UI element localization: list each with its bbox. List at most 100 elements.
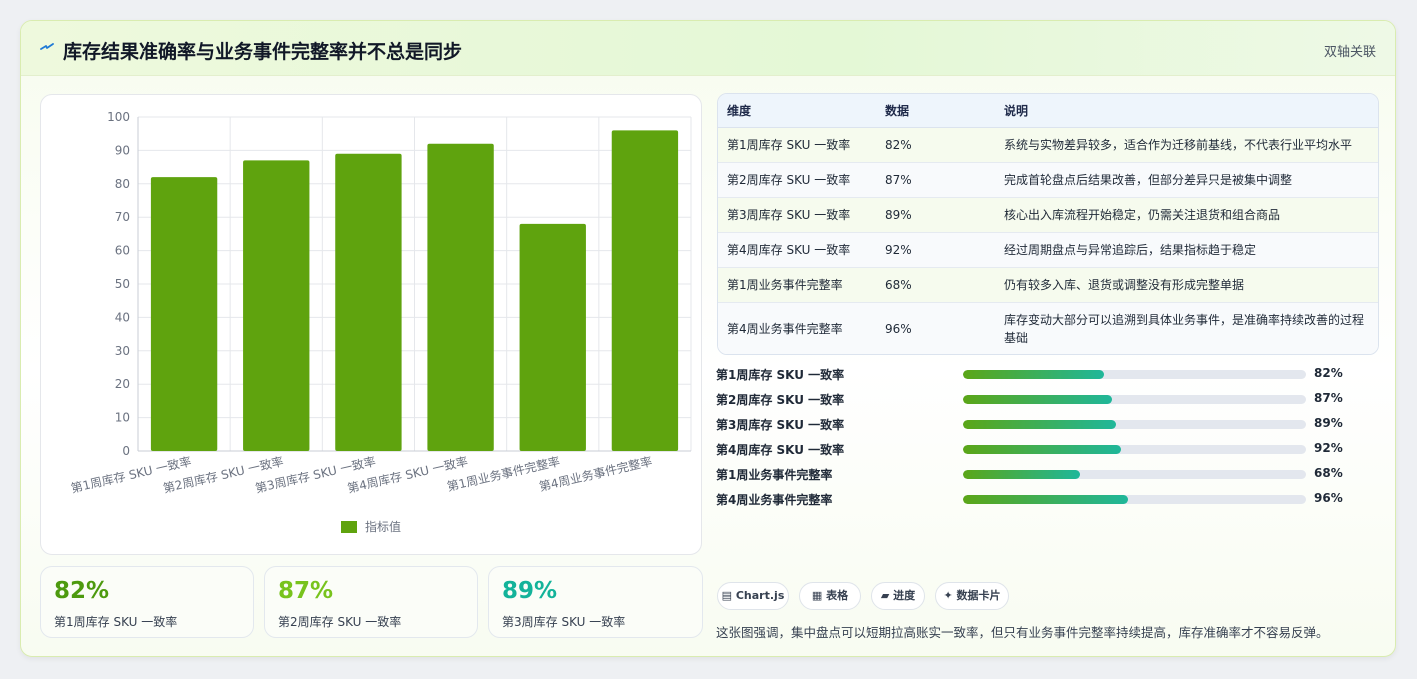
progress-value: 82% — [1314, 366, 1343, 380]
chip-progress[interactable]: ▰ 进度 — [871, 582, 925, 610]
stat-label: 第3周库存 SKU 一致率 — [502, 615, 626, 629]
dashboard-card: 库存结果准确率与业务事件完整率并不总是同步 双轴关联 0 10 20 30 40 50 60… — [20, 20, 1396, 657]
progress-track — [963, 470, 1306, 479]
y-tick-label: 60 — [115, 244, 130, 258]
table-cell: 第4周业务事件完整率 — [718, 302, 876, 354]
y-tick-label: 90 — [115, 143, 130, 157]
progress-row: 第4周业务事件完整率 96% — [716, 489, 1376, 509]
data-table: 维度 数据 说明 第1周库存 SKU 一致率 82% 系统与实物差异较多，适合作… — [718, 94, 1378, 354]
progress-row: 第3周库存 SKU 一致率 89% — [716, 414, 1376, 434]
chip-label: Chart.js — [735, 589, 785, 602]
table-cell: 92% — [876, 232, 995, 268]
progress-value: 92% — [1314, 441, 1343, 455]
progress-row: 第4周库存 SKU 一致率 92% — [716, 439, 1376, 459]
progress-fill — [963, 420, 1116, 429]
table-icon: ▦ — [811, 589, 823, 602]
table-cell: 核心出入库流程开始稳定，仍需关注退货和组合商品 — [995, 197, 1378, 233]
table-cell: 第1周库存 SKU 一致率 — [718, 127, 876, 163]
legend-swatch — [341, 521, 357, 533]
bar — [427, 143, 494, 451]
table-cell: 库存变动大部分可以追溯到具体业务事件，是准确率持续改善的过程基础 — [995, 302, 1378, 354]
table-cell: 第1周业务事件完整率 — [718, 267, 876, 303]
stat-card: 89% 第3周库存 SKU 一致率 — [488, 566, 703, 638]
progress-row: 第1周业务事件完整率 68% — [716, 464, 1376, 484]
progress-label: 第4周业务事件完整率 — [716, 493, 833, 507]
progress-track — [963, 445, 1306, 454]
y-tick-label: 50 — [115, 277, 130, 291]
bar — [150, 177, 218, 451]
stat-value: 87% — [278, 578, 334, 604]
table-cell: 82% — [876, 127, 995, 163]
stat-value: 82% — [54, 578, 110, 604]
table-header-row: 维度 数据 说明 — [718, 94, 1378, 128]
chip-data-cards[interactable]: ✦ 数据卡片 — [935, 582, 1009, 610]
progress-fill — [963, 495, 1128, 504]
sparkle-icon: ✦ — [943, 589, 953, 602]
y-tick-label: 70 — [115, 210, 130, 224]
y-tick-label: 30 — [115, 344, 130, 358]
column-header: 维度 — [718, 94, 876, 128]
progress-value: 96% — [1314, 491, 1343, 505]
table-cell: 系统与实物差异较多，适合作为迁移前基线，不代表行业平均水平 — [995, 127, 1378, 163]
lightning-icon — [40, 43, 54, 50]
progress-icon: ▰ — [880, 589, 890, 602]
y-tick-label: 20 — [115, 377, 130, 391]
y-tick-label: 0 — [122, 444, 130, 458]
progress-track — [963, 370, 1306, 379]
table-cell: 89% — [876, 197, 995, 233]
stat-label: 第1周库存 SKU 一致率 — [54, 615, 178, 629]
stat-label: 第2周库存 SKU 一致率 — [278, 615, 402, 629]
progress-label: 第2周库存 SKU 一致率 — [716, 393, 845, 407]
bar — [611, 130, 679, 452]
chip-label: 进度 — [893, 589, 916, 602]
progress-track — [963, 495, 1306, 504]
chart-icon: ▤ — [721, 589, 733, 602]
table-row: 第2周库存 SKU 一致率 87% 完成首轮盘点后结果改善，但部分差异只是被集中… — [718, 162, 1378, 198]
table-cell: 第4周库存 SKU 一致率 — [718, 232, 876, 268]
progress-value: 89% — [1314, 416, 1343, 430]
progress-label: 第4周库存 SKU 一致率 — [716, 443, 845, 457]
footnote: 这张图强调，集中盘点可以短期拉高账实一致率，但只有业务事件完整率持续提高，库存准… — [716, 625, 1329, 640]
bar-chart-panel: 0 10 20 30 40 50 60 70 80 90 100 第1周库存 SKU 一致率 第2周库存… — [40, 94, 702, 555]
column-header: 说明 — [995, 94, 1378, 128]
table-cell: 仍有较多入库、退货或调整没有形成完整单据 — [995, 267, 1378, 303]
table-cell: 96% — [876, 302, 995, 354]
progress-value: 68% — [1314, 466, 1343, 480]
progress-label: 第1周库存 SKU 一致率 — [716, 368, 845, 382]
table-row: 第4周业务事件完整率 96% 库存变动大部分可以追溯到具体业务事件，是准确率持续… — [718, 302, 1378, 354]
chip-label: 表格 — [826, 589, 849, 602]
chip-chartjs[interactable]: ▤ Chart.js — [717, 582, 789, 610]
card-header: 库存结果准确率与业务事件完整率并不总是同步 双轴关联 — [21, 21, 1395, 76]
progress-label: 第1周业务事件完整率 — [716, 468, 833, 482]
table-row: 第1周库存 SKU 一致率 82% 系统与实物差异较多，适合作为迁移前基线，不代… — [718, 127, 1378, 163]
y-tick-label: 80 — [115, 177, 130, 191]
chip-table[interactable]: ▦ 表格 — [799, 582, 861, 610]
table-cell: 完成首轮盘点后结果改善，但部分差异只是被集中调整 — [995, 162, 1378, 198]
column-header: 数据 — [876, 94, 995, 128]
progress-track — [963, 395, 1306, 404]
table-cell: 68% — [876, 267, 995, 303]
progress-fill — [963, 470, 1080, 479]
stat-value: 89% — [502, 578, 558, 604]
table-row: 第1周业务事件完整率 68% 仍有较多入库、退货或调整没有形成完整单据 — [718, 267, 1378, 303]
table-cell: 87% — [876, 162, 995, 198]
progress-track — [963, 420, 1306, 429]
table-row: 第4周库存 SKU 一致率 92% 经过周期盘点与异常追踪后，结果指标趋于稳定 — [718, 232, 1378, 268]
y-tick-label: 40 — [115, 310, 130, 324]
progress-fill — [963, 370, 1104, 379]
y-tick-label: 100 — [107, 110, 130, 124]
chip-label: 数据卡片 — [956, 589, 1001, 602]
stat-card: 82% 第1周库存 SKU 一致率 — [40, 566, 254, 638]
bar — [519, 223, 586, 451]
page-title: 库存结果准确率与业务事件完整率并不总是同步 — [63, 41, 463, 63]
progress-row: 第2周库存 SKU 一致率 87% — [716, 389, 1376, 409]
y-tick-label: 10 — [115, 411, 130, 425]
progress-row: 第1周库存 SKU 一致率 82% — [716, 364, 1376, 384]
table-cell: 经过周期盘点与异常追踪后，结果指标趋于稳定 — [995, 232, 1378, 268]
dual-axis-badge: 双轴关联 — [1323, 45, 1376, 60]
table-row: 第3周库存 SKU 一致率 89% 核心出入库流程开始稳定，仍需关注退货和组合商… — [718, 197, 1378, 233]
bar — [335, 153, 402, 452]
bar — [243, 160, 310, 452]
progress-label: 第3周库存 SKU 一致率 — [716, 418, 845, 432]
